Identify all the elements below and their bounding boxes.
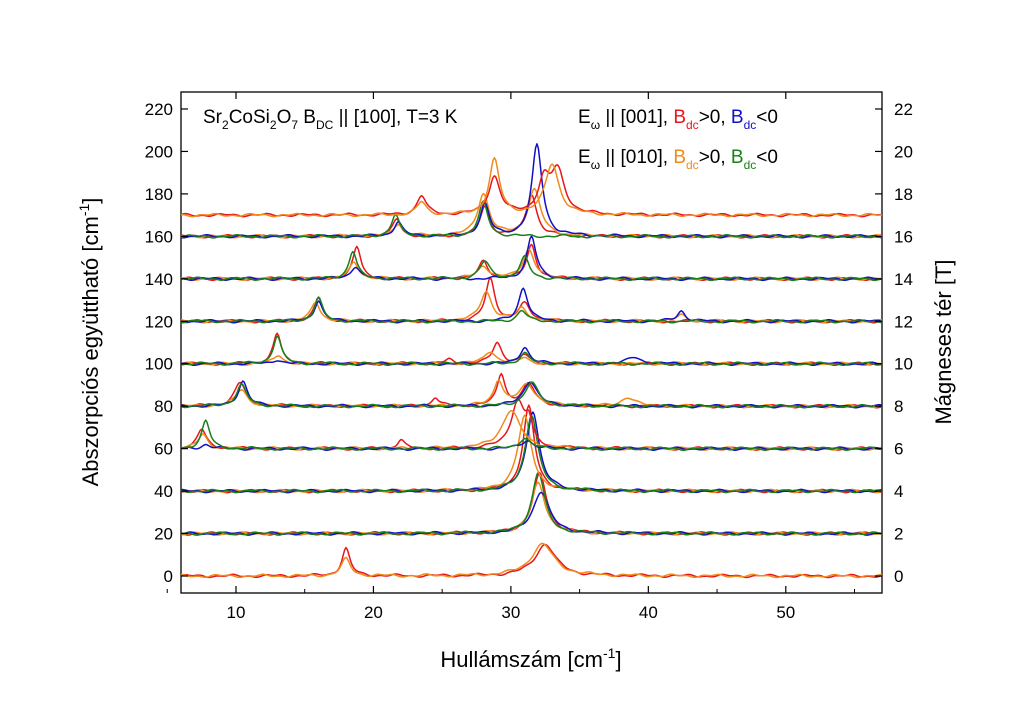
series-line — [180, 296, 883, 324]
series-line — [180, 335, 883, 367]
series-line — [180, 419, 882, 451]
y2-tick-label: 2 — [894, 525, 903, 544]
y2-tick-label: 22 — [894, 100, 913, 119]
x-tick-label: 40 — [639, 603, 658, 622]
y2-tick-label: 20 — [894, 142, 913, 161]
series-line — [180, 410, 883, 451]
y2-axis-title: Mágneses tér [T] — [931, 259, 956, 424]
series-layer — [180, 143, 883, 579]
series-line — [180, 543, 883, 579]
series-line — [181, 542, 882, 579]
x-tick-label: 30 — [501, 603, 520, 622]
y2-tick-label: 0 — [894, 567, 903, 586]
y2-tick-label: 14 — [894, 270, 913, 289]
series-line — [180, 276, 883, 324]
y2-tick-label: 8 — [894, 397, 903, 416]
y2-tick-label: 4 — [894, 482, 903, 501]
series-line — [181, 471, 883, 536]
y2-tick-label: 6 — [894, 440, 903, 459]
series-line — [181, 491, 883, 536]
series-line — [180, 372, 883, 409]
y-tick-label: 140 — [145, 270, 173, 289]
series-line — [180, 379, 883, 409]
x-tick-label: 10 — [227, 603, 246, 622]
series-line — [180, 414, 883, 494]
series-line — [180, 248, 883, 282]
y-tick-label: 100 — [145, 355, 173, 374]
x-axis-title: Hullámszám [cm-1] — [440, 645, 621, 672]
y-tick-label: 200 — [145, 142, 173, 161]
legend-line-1: Eω || [001], Bdc>0, Bdc<0 — [578, 107, 778, 132]
y-tick-label: 180 — [145, 185, 173, 204]
y-tick-label: 40 — [154, 482, 173, 501]
legend-line-2: Eω || [010], Bdc>0, Bdc<0 — [578, 147, 778, 172]
y-tick-label: 120 — [145, 312, 173, 331]
series-line — [180, 414, 883, 494]
y-tick-label: 20 — [154, 525, 173, 544]
plot-frame — [180, 91, 883, 594]
series-line — [180, 164, 883, 218]
series-line — [180, 381, 883, 409]
annotation-text: Sr2CoSi2O7 BDC || [100], T=3 K — [203, 107, 458, 132]
x-tick-label: 50 — [776, 603, 795, 622]
ticks-layer: 10 20 30 40 50020406080100120140160180200220… — [145, 92, 913, 622]
y2-tick-label: 18 — [894, 185, 913, 204]
y-tick-label: 220 — [145, 100, 173, 119]
series-line — [181, 156, 883, 218]
y2-tick-label: 12 — [894, 312, 913, 331]
y-tick-label: 60 — [154, 440, 173, 459]
series-line — [180, 351, 883, 367]
series-line — [180, 290, 883, 324]
y-tick-label: 160 — [145, 227, 173, 246]
y-tick-label: 0 — [164, 567, 173, 586]
series-line — [180, 187, 883, 239]
y-axis-title: Abszorpciós együttható [cm-1] — [76, 198, 103, 487]
y2-tick-label: 16 — [894, 227, 913, 246]
x-tick-label: 20 — [364, 603, 383, 622]
series-line — [180, 243, 883, 282]
series-line — [180, 411, 883, 494]
series-line — [180, 235, 883, 282]
series-line — [180, 200, 883, 239]
series-line — [180, 250, 883, 282]
y-tick-label: 80 — [154, 397, 173, 416]
y2-tick-label: 10 — [894, 355, 913, 374]
